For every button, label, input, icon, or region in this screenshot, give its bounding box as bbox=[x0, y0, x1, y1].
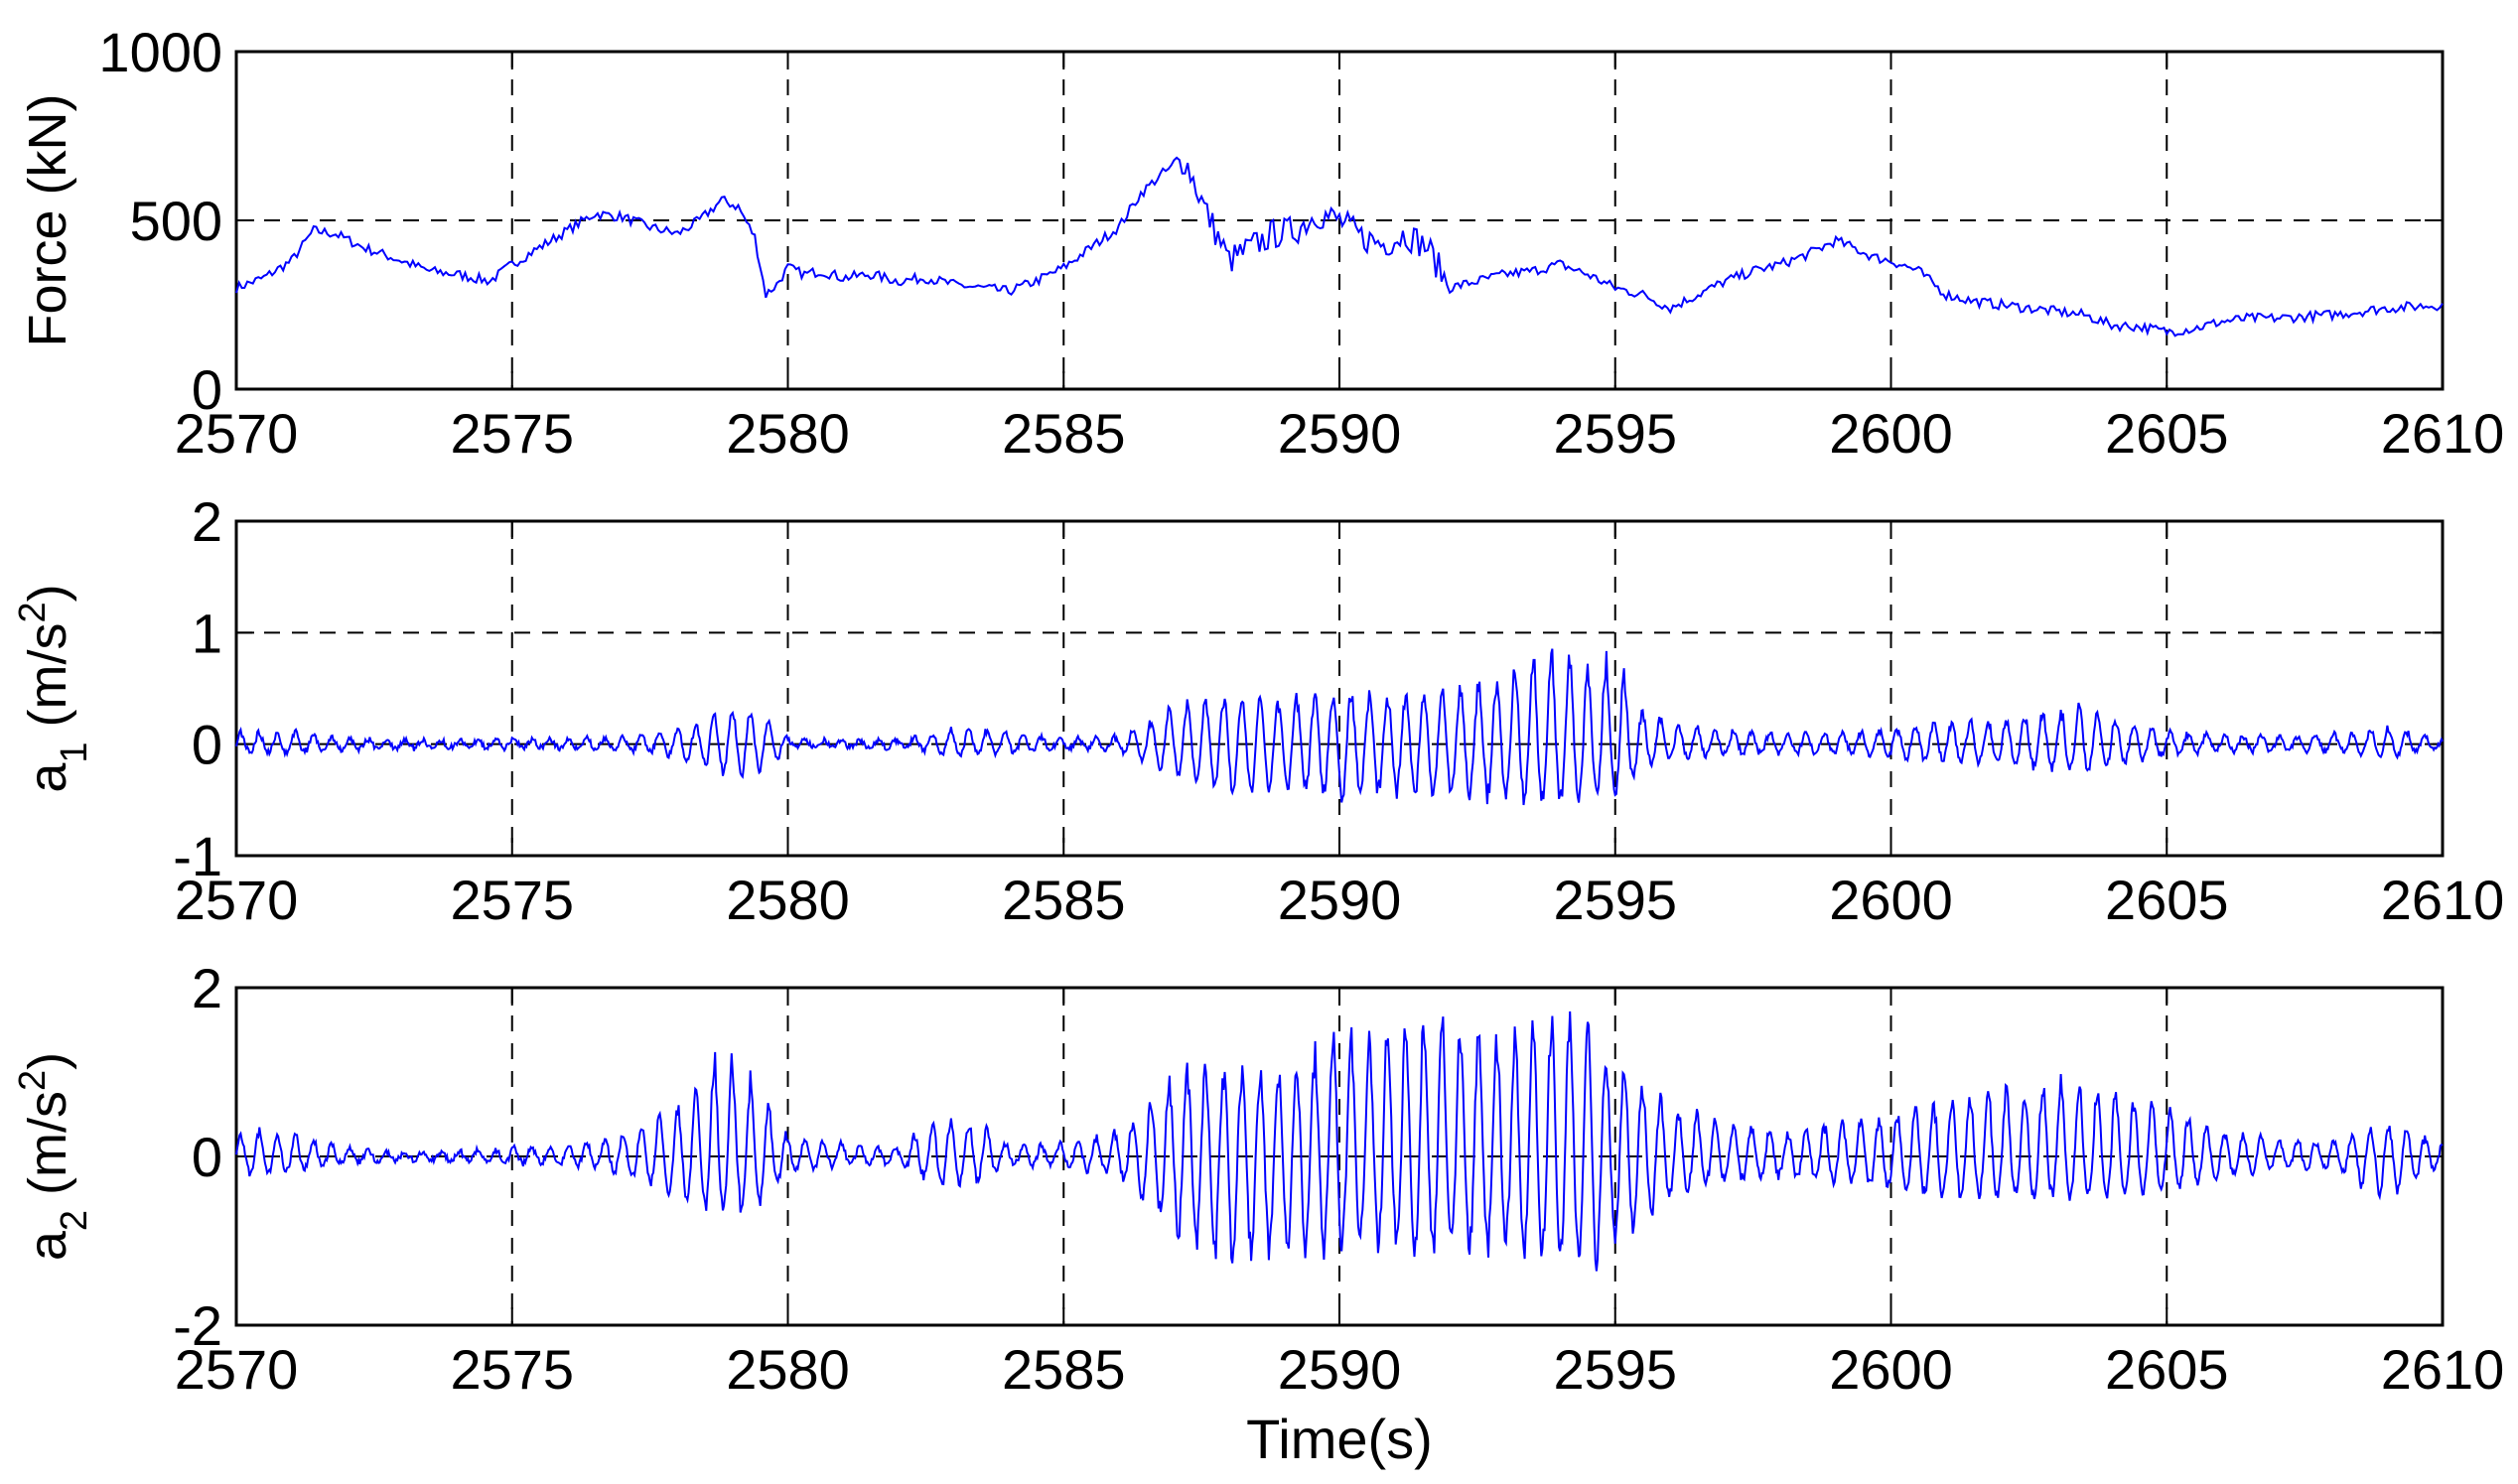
a1-x-tick-2570: 2570 bbox=[175, 869, 299, 931]
a2-x-tick-2600: 2600 bbox=[1829, 1338, 1953, 1401]
a1-x-tick-2595: 2595 bbox=[1553, 869, 1677, 931]
a2-x-tick-2570: 2570 bbox=[175, 1338, 299, 1401]
force-x-tick-2600: 2600 bbox=[1829, 402, 1953, 465]
a2-series-line bbox=[235, 1011, 2444, 1272]
a1-y-label-sub: 1 bbox=[54, 742, 95, 762]
a2-y-label-close: ) bbox=[18, 1052, 77, 1070]
force-x-tick-2590: 2590 bbox=[1278, 402, 1402, 465]
a2-x-ticks: 2570 2575 2580 2585 2590 2595 2600 2605 2610 bbox=[175, 988, 2505, 1401]
a2-x-tick-2590: 2590 bbox=[1278, 1338, 1402, 1401]
force-y-tick-0: 0 bbox=[192, 358, 222, 421]
a2-x-tick-2605: 2605 bbox=[2105, 1338, 2229, 1401]
a1-x-tick-2610: 2610 bbox=[2381, 869, 2505, 931]
force-x-tick-2580: 2580 bbox=[726, 402, 850, 465]
a1-y-label-base: a bbox=[18, 762, 77, 793]
a2-y-tick-0: 0 bbox=[192, 1126, 222, 1188]
force-x-tick-2570: 2570 bbox=[175, 402, 299, 465]
time-x-label: Time(s) bbox=[1246, 1408, 1433, 1470]
a1-x-tick-2605: 2605 bbox=[2105, 869, 2229, 931]
force-x-tick-2585: 2585 bbox=[1002, 402, 1126, 465]
a1-y-tick-0: 0 bbox=[192, 714, 222, 776]
a2-y-tick--2: -2 bbox=[173, 1294, 222, 1357]
force-x-tick-2575: 2575 bbox=[450, 402, 574, 465]
force-y-ticks: 0 500 1000 bbox=[98, 21, 2443, 421]
a2-y-label: a2 (m/s2) bbox=[12, 1052, 95, 1261]
force-x-tick-2595: 2595 bbox=[1553, 402, 1677, 465]
a2-x-tick-2610: 2610 bbox=[2381, 1338, 2505, 1401]
a1-x-tick-2600: 2600 bbox=[1829, 869, 1953, 931]
a1-x-tick-2585: 2585 bbox=[1002, 869, 1126, 931]
a2-y-label-base: a bbox=[18, 1230, 77, 1261]
force-series-line bbox=[235, 156, 2444, 337]
a1-panel: 2570 2575 2580 2585 2590 2595 2600 2605 2610 -1 0… bbox=[12, 490, 2504, 931]
a2-y-label-unit: (m/s bbox=[18, 1091, 77, 1210]
a1-x-tick-2580: 2580 bbox=[726, 869, 850, 931]
a2-y-label-sup: 2 bbox=[12, 1070, 54, 1091]
a2-x-tick-2575: 2575 bbox=[450, 1338, 574, 1401]
a1-x-tick-2575: 2575 bbox=[450, 869, 574, 931]
a1-y-tick-1: 1 bbox=[192, 602, 222, 664]
a1-x-ticks: 2570 2575 2580 2585 2590 2595 2600 2605 2610 bbox=[175, 521, 2505, 931]
force-x-tick-2605: 2605 bbox=[2105, 402, 2229, 465]
a1-y-label-close: ) bbox=[18, 584, 77, 602]
force-x-tick-2610: 2610 bbox=[2381, 402, 2505, 465]
force-x-ticks: 2570 2575 2580 2585 2590 2595 2600 2605 2610 bbox=[175, 52, 2505, 465]
a1-y-label: a1 (m/s2) bbox=[12, 584, 95, 792]
force-y-label: Force (kN) bbox=[18, 94, 77, 347]
force-y-tick-500: 500 bbox=[130, 190, 222, 252]
a2-x-tick-2585: 2585 bbox=[1002, 1338, 1126, 1401]
a1-series-line bbox=[235, 648, 2444, 806]
a1-y-ticks: -1 0 1 2 bbox=[173, 490, 2443, 887]
a1-y-tick--1: -1 bbox=[173, 825, 222, 887]
a2-y-label-sub: 2 bbox=[54, 1210, 95, 1231]
a1-y-label-sup: 2 bbox=[12, 602, 54, 622]
a2-panel: 2570 2575 2580 2585 2590 2595 2600 2605 2610 -2 0… bbox=[12, 957, 2504, 1470]
a1-y-tick-2: 2 bbox=[192, 490, 222, 553]
a2-y-tick-2: 2 bbox=[192, 957, 222, 1019]
force-panel: 2570 2575 2580 2585 2590 2595 2600 2605 2610 0 50… bbox=[18, 21, 2504, 465]
force-y-tick-1000: 1000 bbox=[98, 21, 222, 83]
a2-x-tick-2580: 2580 bbox=[726, 1338, 850, 1401]
a2-x-tick-2595: 2595 bbox=[1553, 1338, 1677, 1401]
a1-y-label-unit: (m/s bbox=[18, 622, 77, 742]
a1-x-tick-2590: 2590 bbox=[1278, 869, 1402, 931]
